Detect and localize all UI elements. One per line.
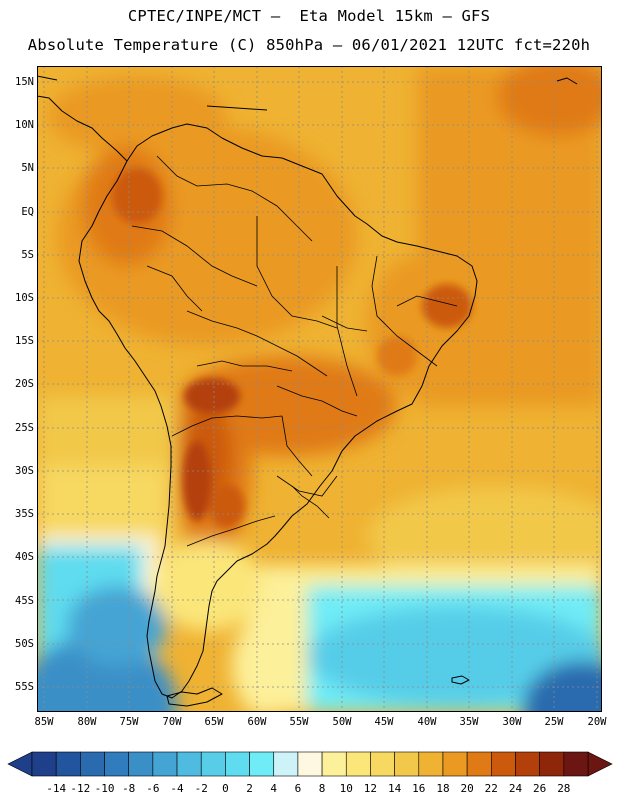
lat-label-20s: 20S xyxy=(15,378,34,390)
lon-label-25w: 25W xyxy=(544,716,564,728)
title-line-1: CPTEC/INPE/MCT – Eta Model 15km – GFS xyxy=(127,7,491,25)
legend-swatch xyxy=(418,751,444,777)
lon-label-45w: 45W xyxy=(374,716,394,728)
lat-label-10n: 10N xyxy=(15,119,34,131)
legend-swatch xyxy=(442,751,468,777)
legend-tick-label: 6 xyxy=(295,782,302,795)
lat-label-eq: EQ xyxy=(21,206,34,218)
legend-tick-label: 8 xyxy=(319,782,326,795)
legend-tick-label: 0 xyxy=(222,782,229,795)
lat-label-45s: 45S xyxy=(15,595,34,607)
legend-swatch xyxy=(394,751,420,777)
map-frame xyxy=(37,66,602,712)
lon-label-20w: 20W xyxy=(587,716,607,728)
legend-tick-label: 18 xyxy=(436,782,449,795)
map-canvas xyxy=(37,66,602,712)
legend-tick-label: -12 xyxy=(70,782,90,795)
legend-tick-label: 12 xyxy=(364,782,377,795)
lat-label-15n: 15N xyxy=(15,76,34,88)
legend-tick-label: 14 xyxy=(388,782,402,795)
lat-label-40s: 40S xyxy=(15,551,34,563)
legend-swatch xyxy=(31,751,57,777)
legend-swatch xyxy=(563,751,589,777)
lon-label-40w: 40W xyxy=(417,716,437,728)
legend-swatch xyxy=(370,751,395,777)
title-line-2: Absolute Temperature (C) 850hPa – 06/01/… xyxy=(27,36,591,54)
temperature-map xyxy=(37,66,602,712)
legend-swatch xyxy=(55,751,81,777)
lat-label-5s: 5S xyxy=(21,249,34,261)
lat-label-35s: 35S xyxy=(15,508,34,520)
lon-label-85w: 85W xyxy=(34,716,54,728)
legend-swatch xyxy=(225,751,250,777)
legend-tick-label: 2 xyxy=(246,782,253,795)
legend-tick-label: 4 xyxy=(270,782,277,795)
lon-label-65w: 65W xyxy=(204,716,224,728)
legend-swatch xyxy=(176,751,202,777)
legend-arrow-high xyxy=(587,751,613,777)
legend-tick-label: 20 xyxy=(461,782,474,795)
lat-label-50s: 50S xyxy=(15,638,34,650)
legend-swatch xyxy=(128,751,154,777)
legend-swatch xyxy=(249,751,275,777)
lon-label-55w: 55W xyxy=(289,716,309,728)
legend-swatch xyxy=(491,751,516,777)
lat-label-15s: 15S xyxy=(15,335,34,347)
legend-arrow-low xyxy=(7,751,33,777)
legend-swatch xyxy=(104,751,129,777)
legend-swatch xyxy=(466,751,492,777)
lon-label-80w: 80W xyxy=(77,716,97,728)
lon-label-35w: 35W xyxy=(459,716,479,728)
lon-label-75w: 75W xyxy=(119,716,139,728)
legend-tick-label: -14 xyxy=(46,782,66,795)
legend-swatch xyxy=(273,751,299,777)
legend-swatch xyxy=(321,751,347,777)
legend-tick-label: 26 xyxy=(533,782,546,795)
legend-tick-label: 10 xyxy=(340,782,353,795)
lat-label-55s: 55S xyxy=(15,681,34,693)
legend-swatch xyxy=(200,751,226,777)
legend-tick-label: 28 xyxy=(557,782,570,795)
legend-tick-label: -4 xyxy=(170,782,184,795)
legend-tick-label: -2 xyxy=(195,782,208,795)
lat-label-10s: 10S xyxy=(15,292,34,304)
legend-tick-label: -8 xyxy=(122,782,135,795)
coastlines xyxy=(37,75,578,707)
lon-label-50w: 50W xyxy=(332,716,352,728)
legend-tick-label: 24 xyxy=(509,782,523,795)
color-legend: -14 -12 -10 -8 -6 -4 -2 0 2 4 6 8 10 12 14 16 18 20 22 24 26… xyxy=(0,740,618,800)
legend-tick-label: -10 xyxy=(95,782,115,795)
lat-label-30s: 30S xyxy=(15,465,34,477)
legend-tick-label: 16 xyxy=(412,782,425,795)
legend-swatch xyxy=(152,751,178,777)
legend-swatch xyxy=(539,751,565,777)
hotspots xyxy=(112,168,472,528)
legend-swatch xyxy=(345,751,371,777)
lat-label-5n: 5N xyxy=(21,162,34,174)
graticule xyxy=(37,66,602,712)
legend-swatch xyxy=(80,751,105,777)
legend-tick-label: -6 xyxy=(146,782,159,795)
legend-tick-label: 22 xyxy=(485,782,498,795)
lon-label-60w: 60W xyxy=(247,716,267,728)
legend-swatch xyxy=(515,751,540,777)
lon-label-30w: 30W xyxy=(502,716,522,728)
lon-label-70w: 70W xyxy=(162,716,182,728)
country-borders xyxy=(131,155,458,547)
lat-label-25s: 25S xyxy=(15,422,34,434)
legend-swatch xyxy=(297,751,323,777)
color-legend-svg: -14 -12 -10 -8 -6 -4 -2 0 2 4 6 8 10 12 14 16 18 20 22 24 26… xyxy=(7,751,613,795)
